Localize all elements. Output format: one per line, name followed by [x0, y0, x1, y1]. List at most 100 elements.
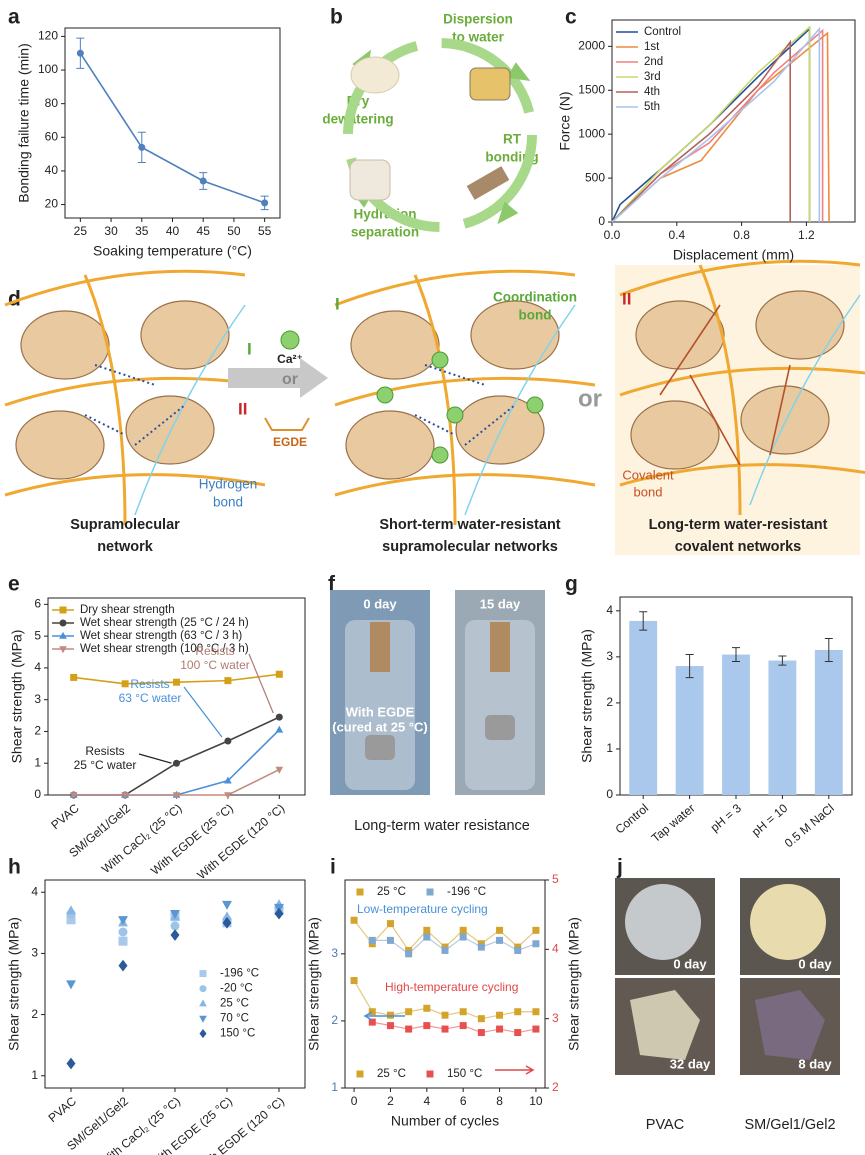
error-bar: [732, 647, 740, 662]
particle: [635, 300, 725, 370]
error-bar: [685, 654, 694, 679]
marker: [66, 980, 76, 990]
x-tick-label: 50: [227, 224, 241, 238]
ion: [431, 351, 449, 369]
cycle-arrow: [497, 201, 519, 225]
x-tick-label: PVAC: [46, 1094, 80, 1125]
caption: Long-term water-resistant: [649, 517, 828, 533]
label: bond: [634, 484, 663, 499]
panel-label: g: [565, 573, 578, 596]
marker: [170, 910, 180, 920]
weight: [485, 715, 515, 740]
y-tick-label: 1: [31, 1068, 38, 1082]
ion: [280, 330, 300, 350]
x-tick-label: Control: [613, 801, 652, 837]
y-tick-label: 5: [34, 628, 41, 642]
bar: [629, 620, 658, 795]
legend-label: 3rd: [644, 71, 661, 83]
legend-label: -20 °C: [220, 983, 253, 995]
legend-label: 70 °C: [220, 1013, 249, 1025]
y-tick-label: 2000: [578, 39, 605, 53]
annotation: 63 °C water: [119, 691, 182, 705]
marker: [172, 792, 181, 800]
caption: network: [97, 539, 154, 555]
photo-label: 8 day: [798, 1056, 832, 1071]
label: Hydrogen: [199, 477, 258, 492]
marker: [386, 1022, 394, 1030]
legend-marker: [426, 888, 434, 896]
x-tick-label: 30: [104, 224, 118, 238]
y-tick-label: 120: [38, 29, 58, 43]
legend-label: Wet shear strength (100 °C / 3 h): [80, 643, 249, 655]
marker: [275, 766, 284, 774]
y-tick-label: 2: [606, 695, 613, 709]
y-tick-label: 0: [598, 214, 605, 228]
x-tick-label: 25: [74, 224, 88, 238]
bar: [768, 660, 797, 795]
y-axis-label: Shear strength (MPa): [306, 917, 322, 1051]
label: II: [238, 399, 247, 418]
polymer-chain: [334, 376, 596, 407]
label: Coordination: [493, 290, 577, 305]
marker: [138, 143, 146, 151]
polymer-chain: [83, 274, 127, 526]
step-label: RT: [503, 132, 522, 147]
marker: [350, 916, 358, 924]
y-tick-label: 1: [331, 1080, 338, 1094]
photo-cup: [349, 159, 391, 201]
x-axis-label: Displacement (mm): [673, 247, 794, 263]
step-label: to water: [452, 30, 505, 45]
panel-label: d: [8, 288, 21, 311]
marker: [368, 1008, 376, 1016]
y-tick-label: 4: [31, 884, 38, 898]
cylinder: [465, 620, 535, 790]
marker: [261, 199, 269, 207]
y-tick-label: 0: [606, 787, 613, 801]
particle: [740, 385, 830, 455]
marker: [170, 929, 180, 941]
legend-label: 150 °C: [447, 1068, 482, 1080]
error-bar: [639, 611, 648, 631]
y-tick-label: 3: [31, 946, 38, 960]
y-tick-label: 4: [606, 603, 613, 617]
marker: [386, 1011, 394, 1019]
marker: [532, 1025, 540, 1033]
y2-tick-label: 4: [552, 942, 559, 956]
marker: [76, 49, 84, 57]
label: Long-term water resistance: [354, 818, 530, 834]
marker: [118, 959, 128, 972]
label: I: [335, 294, 340, 313]
film: [750, 884, 826, 960]
x-tick-label: Tap water: [649, 801, 698, 845]
marker: [199, 177, 207, 185]
particle: [755, 290, 845, 360]
label: bond: [213, 495, 243, 510]
annotation: Resists: [85, 744, 124, 758]
label: I: [247, 339, 252, 358]
marker: [423, 926, 431, 934]
legend-marker: [199, 999, 207, 1007]
y-tick-label: 1500: [578, 82, 605, 96]
marker: [459, 926, 467, 934]
panel-label: f: [328, 573, 336, 596]
y-tick-label: 100: [38, 62, 58, 76]
polymer-chain: [334, 269, 576, 307]
panel-label: h: [8, 856, 21, 879]
marker: [170, 921, 180, 931]
polymer-chain: [334, 473, 596, 497]
legend-label: 25 °C: [377, 1068, 406, 1080]
label: SM/Gel1/Gel2: [744, 1117, 835, 1133]
marker: [121, 680, 129, 688]
x-tick-label: pH = 3: [708, 801, 745, 835]
photo-wood: [466, 166, 510, 200]
legend-marker: [199, 970, 207, 978]
marker: [386, 920, 394, 928]
marker: [514, 946, 522, 954]
y-tick-label: 2: [331, 1013, 338, 1027]
legend-label: 5th: [644, 101, 660, 113]
legend-marker: [199, 1015, 207, 1023]
wood-sample: [370, 622, 390, 672]
marker: [121, 792, 129, 800]
marker: [275, 725, 284, 733]
x-axis-label: Number of cycles: [391, 1113, 499, 1129]
